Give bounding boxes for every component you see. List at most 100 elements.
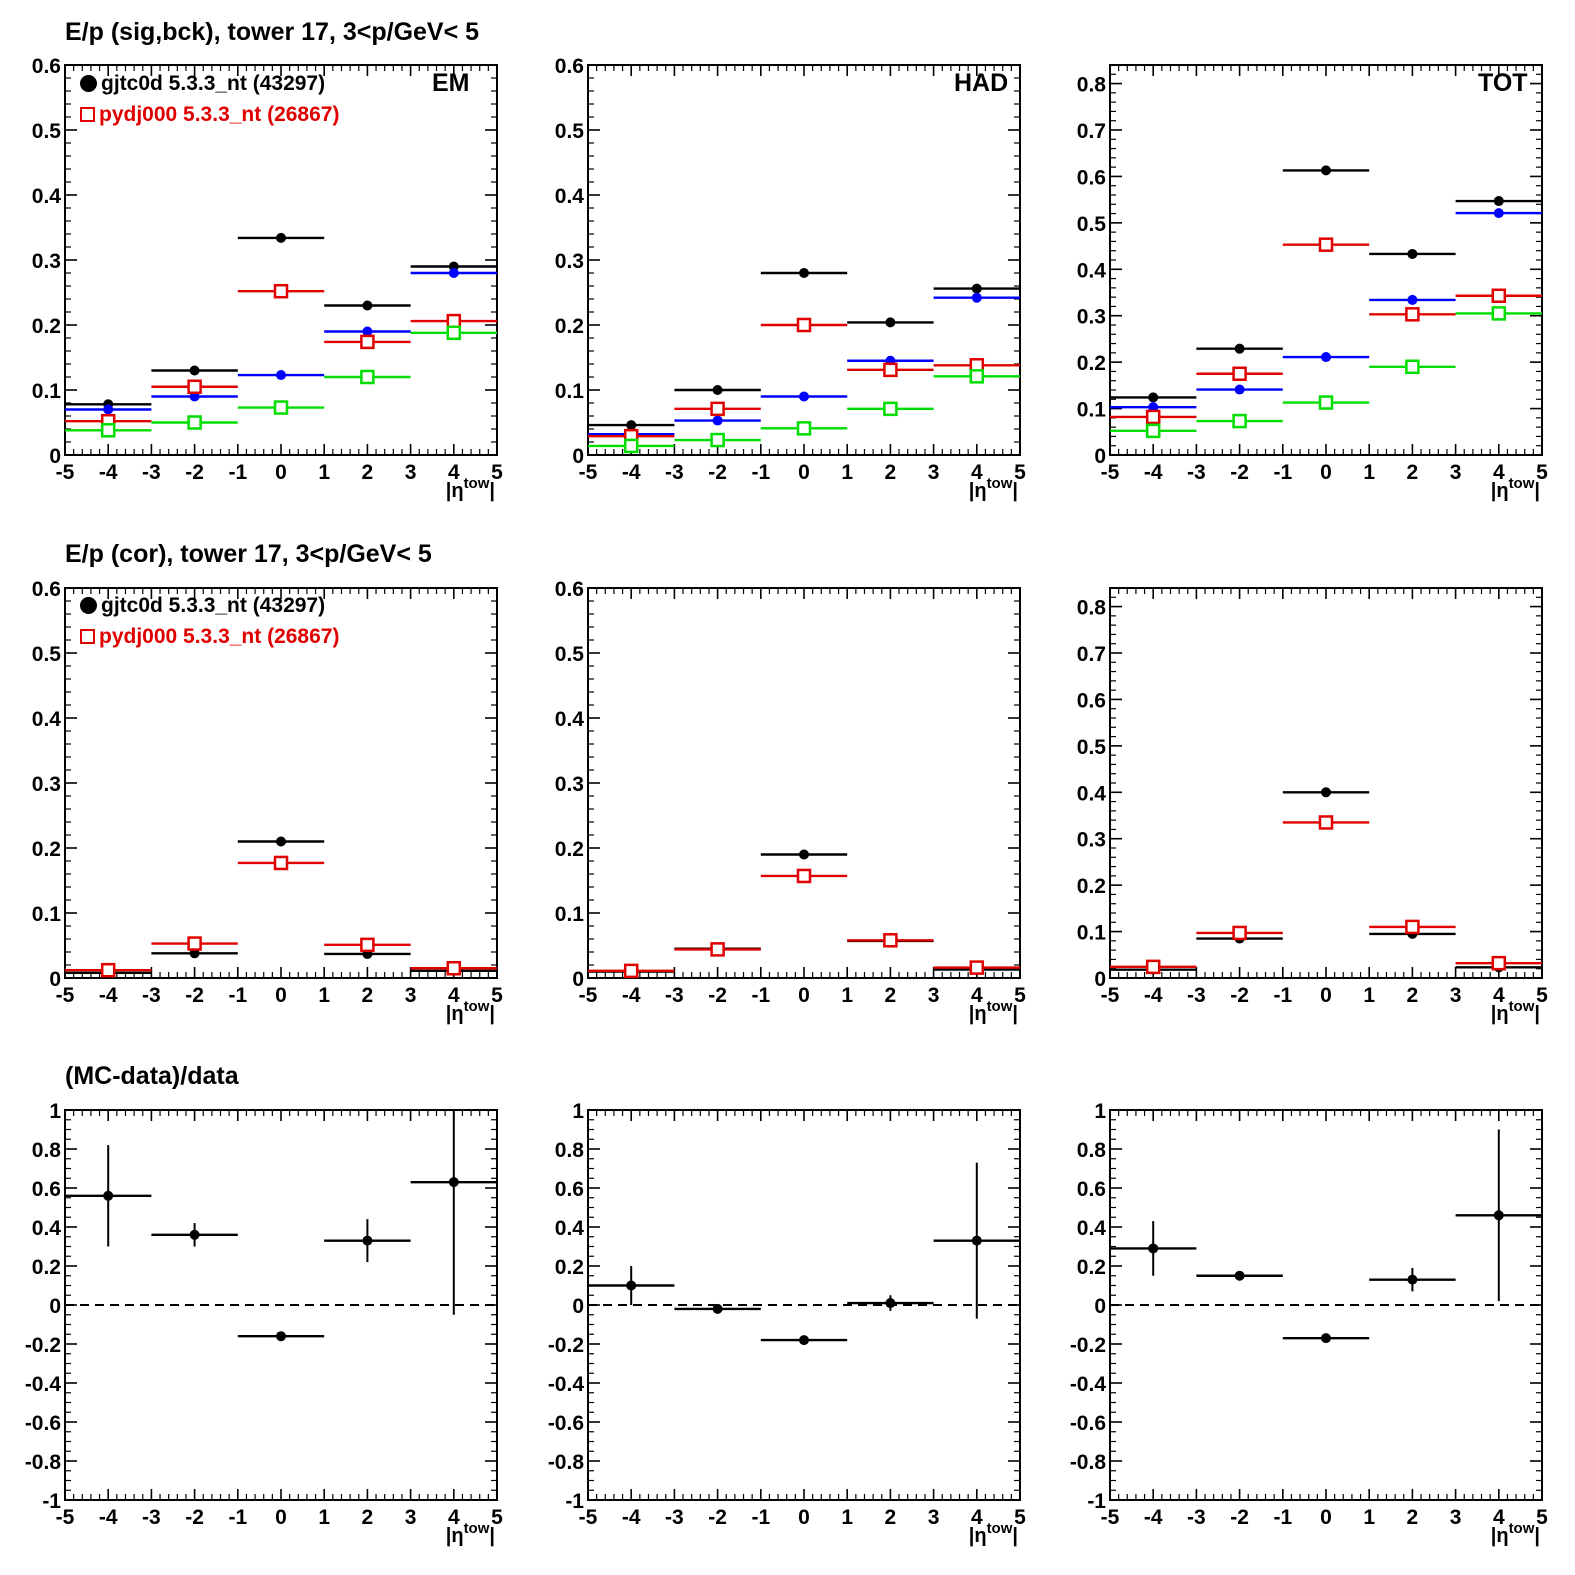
mc-point [360,937,375,953]
y-tick-label: 0.6 [32,1178,61,1201]
data-point [626,1280,637,1291]
x-tick-label: -4 [1144,1506,1163,1529]
y-tick-label: 0.4 [32,708,62,731]
mc-point [360,369,375,385]
legend-top: gjtc0d 5.3.3_nt (43297) pydj000 5.3.3_nt… [80,68,339,130]
x-tick-label: -3 [142,1506,161,1529]
y-tick-label: -0.2 [1070,1334,1106,1357]
y-tick-label: 0.6 [1077,689,1106,712]
mc-point [796,317,812,333]
legend-mc-label: pydj000 5.3.3_nt (26867) [99,624,340,648]
x-tick-label: -4 [1144,461,1163,484]
y-tick-label: -1 [42,1490,61,1513]
y-tick-label: 0.5 [1077,213,1107,236]
x-tick-label: -4 [622,1506,641,1529]
x-axis-label-bar: | [489,480,495,502]
x-tick-label: 4 [971,461,983,484]
x-tick-label: -5 [1101,1506,1120,1529]
x-tick-label: 5 [491,984,503,1007]
panel-tag-em: EM [432,69,470,97]
x-axis-label: |ηtow| [969,1520,1018,1547]
mc-point [623,963,639,979]
data-series [65,283,497,429]
data-point [362,326,373,337]
y-tick-label: -0.4 [1070,1373,1107,1396]
y-tick-label: 0.8 [1077,597,1107,620]
data-point [885,1298,896,1309]
y-tick-label: 0.2 [1077,875,1106,898]
x-tick-label: 0 [275,984,287,1007]
chart-panel: -5 -4 -3 -2 -1 0 1 2 3 4 5|ηtow| -1 -0.8 -0.6 -0.4 -0.2… [25,1100,503,1547]
x-tick-label: -2 [185,984,204,1007]
y-tick-label: 0 [49,1295,61,1318]
data-point [189,1229,200,1240]
x-tick-label: -5 [56,461,75,484]
x-tick-label: 5 [491,461,503,484]
x-tick-label: 0 [1320,461,1332,484]
legend-entry-mc: pydj000 5.3.3_nt (26867) [80,99,339,130]
x-axis-label-bar: | [1534,1003,1540,1025]
chart-panel: -5 -4 -3 -2 -1 0 1 2 3 4 5|ηtow| 0 0.1 0.2 0.3 0.4 0.5 0.… [555,578,1026,1025]
mc-point [446,313,462,329]
x-tick-label: 2 [1407,984,1419,1007]
y-tick-label: 0.6 [32,55,61,78]
x-tick-label: -5 [579,461,598,484]
y-tick-label: 0.3 [1077,306,1106,329]
x-axis-label-sup: tow [987,1520,1013,1537]
chart-panel: -5 -4 -3 -2 -1 0 1 2 3 4 5|ηtow| -1 -0.8 -0.6 -0.4 -0.2… [548,1100,1026,1547]
y-tick-label: 0.1 [1077,922,1107,945]
y-tick-label: 1 [572,1100,584,1123]
y-tick-label: 0.8 [1077,1139,1107,1162]
x-tick-label: 3 [928,461,940,484]
x-tick-label: 3 [928,984,940,1007]
x-tick-label: -1 [1273,461,1292,484]
x-tick-label: -1 [751,461,770,484]
y-tick-label: 0.4 [555,708,585,731]
data-series [588,317,1020,444]
data-point [799,1335,809,1346]
x-tick-label: 1 [318,984,330,1007]
y-tick-label: 0.1 [555,903,585,926]
mc-point [796,421,812,436]
x-tick-label: -4 [622,461,641,484]
y-tick-label: 0.1 [32,903,62,926]
x-axis-label: |ηtow| [1491,998,1540,1025]
data-point [362,300,373,311]
x-tick-label: -1 [1273,1506,1292,1529]
x-tick-label: -3 [142,984,161,1007]
x-tick-label: 1 [1363,461,1375,484]
data-point [276,370,286,381]
x-tick-label: 3 [405,984,417,1007]
mc-point [100,423,116,438]
legend-entry-mc: pydj000 5.3.3_nt (26867) [80,621,339,652]
mc-point [273,283,289,299]
data-series [65,1110,497,1342]
y-tick-label: 0 [1094,1295,1106,1318]
y-tick-label: 0.2 [555,315,584,338]
mc-point [273,400,289,415]
x-tick-label: 5 [1014,461,1026,484]
data-point [276,232,286,243]
chart-panel: -5 -4 -3 -2 -1 0 1 2 3 4 5|ηtow| 0 0.1 0.2 0.3 0.4 0.5 0.… [1077,64,1548,502]
y-tick-label: 0.4 [1077,259,1107,282]
data-point [1321,165,1331,176]
x-tick-label: -2 [708,984,727,1007]
chart-panel: -5 -4 -3 -2 -1 0 1 2 3 4 5|ηtow| 0 0.1 0.2 0.3 0.4 0.5 0.… [555,55,1026,502]
x-tick-label: 4 [1493,461,1505,484]
data-point [1148,1243,1159,1254]
x-tick-label: -1 [751,1506,770,1529]
data-point [448,268,459,278]
mc-point [710,401,725,417]
x-axis-label-sup: tow [464,475,490,492]
x-tick-label: -3 [665,461,684,484]
x-tick-label: -1 [1273,984,1292,1007]
data-point [799,849,809,860]
x-tick-label: 4 [1493,984,1505,1007]
x-tick-label: 1 [1363,1506,1375,1529]
x-axis-label-sup: tow [1509,998,1535,1015]
x-axis-label-sup: tow [1509,1520,1535,1537]
mc-point [710,432,725,448]
y-tick-label: 0.5 [32,120,62,143]
mc-point [1232,413,1247,429]
mc-point [187,379,202,394]
